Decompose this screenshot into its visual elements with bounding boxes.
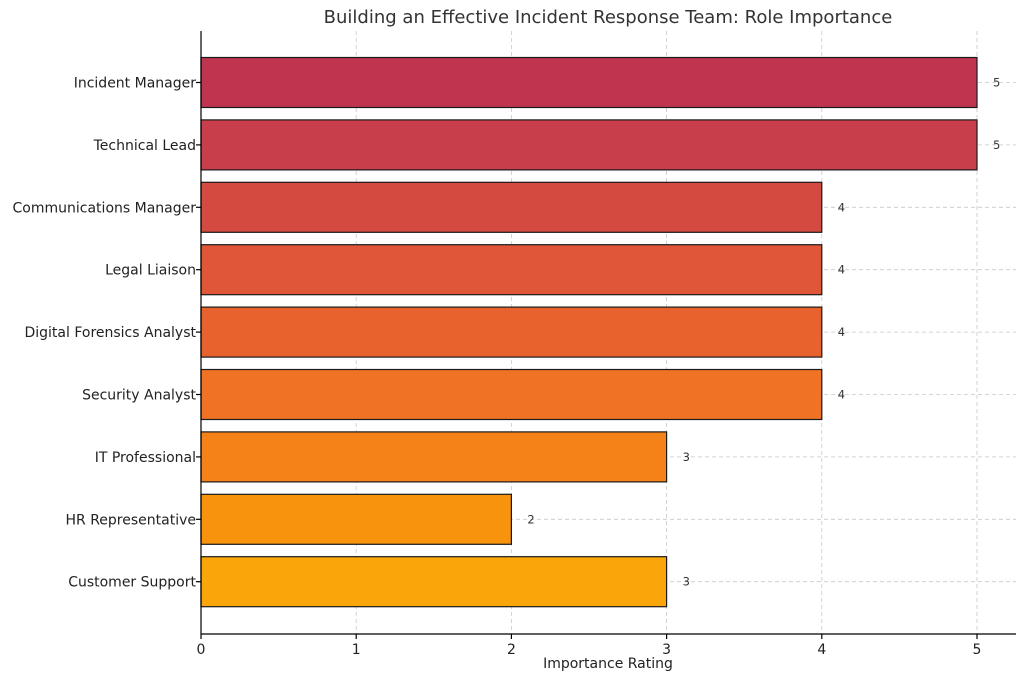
- x-tick-layer: 0 1 2 3 4 5: [197, 634, 982, 658]
- y-tick-layer: Incident Manager Technical Lead Communicat…: [13, 76, 201, 591]
- y-tick-label: Communications Manager: [13, 200, 197, 216]
- y-tick-label: IT Professional: [95, 450, 196, 466]
- data-label: 5: [993, 138, 1000, 152]
- y-tick-label: Incident Manager: [74, 76, 197, 92]
- data-label: 3: [683, 450, 690, 464]
- bar: [200, 493, 512, 545]
- x-tick-label: 5: [973, 642, 982, 658]
- y-tick-label: Digital Forensics Analyst: [24, 325, 196, 341]
- bar: [200, 244, 823, 296]
- chart-title: Building an Effective Incident Response …: [324, 7, 893, 28]
- data-label: 4: [838, 325, 845, 339]
- bar: [200, 181, 823, 233]
- bar: [200, 306, 823, 358]
- x-tick-label: 3: [662, 642, 671, 658]
- data-label: 3: [683, 575, 690, 589]
- bar: [200, 431, 668, 483]
- y-tick-label: Legal Liaison: [105, 263, 196, 279]
- x-tick-label: 4: [817, 642, 826, 658]
- x-tick-label: 2: [507, 642, 516, 658]
- data-label: 4: [838, 263, 845, 277]
- data-label: 5: [993, 76, 1000, 90]
- data-label: 2: [527, 512, 534, 526]
- bar: [200, 556, 668, 608]
- data-label-layer: 5 5 4 4 4 4 3 2 3: [527, 76, 1000, 589]
- x-tick-label: 1: [352, 642, 361, 658]
- bar: [200, 119, 978, 171]
- x-axis-label: Importance Rating: [543, 656, 673, 672]
- y-tick-label: Customer Support: [68, 575, 196, 591]
- bar-layer: [200, 56, 978, 608]
- data-label: 4: [838, 200, 845, 214]
- bar: [200, 368, 823, 421]
- bar: [200, 56, 978, 109]
- y-tick-label: HR Representative: [66, 512, 197, 528]
- y-tick-label: Technical Lead: [93, 138, 196, 154]
- data-label: 4: [838, 388, 845, 402]
- x-tick-label: 0: [197, 642, 206, 658]
- y-tick-label: Security Analyst: [82, 388, 196, 404]
